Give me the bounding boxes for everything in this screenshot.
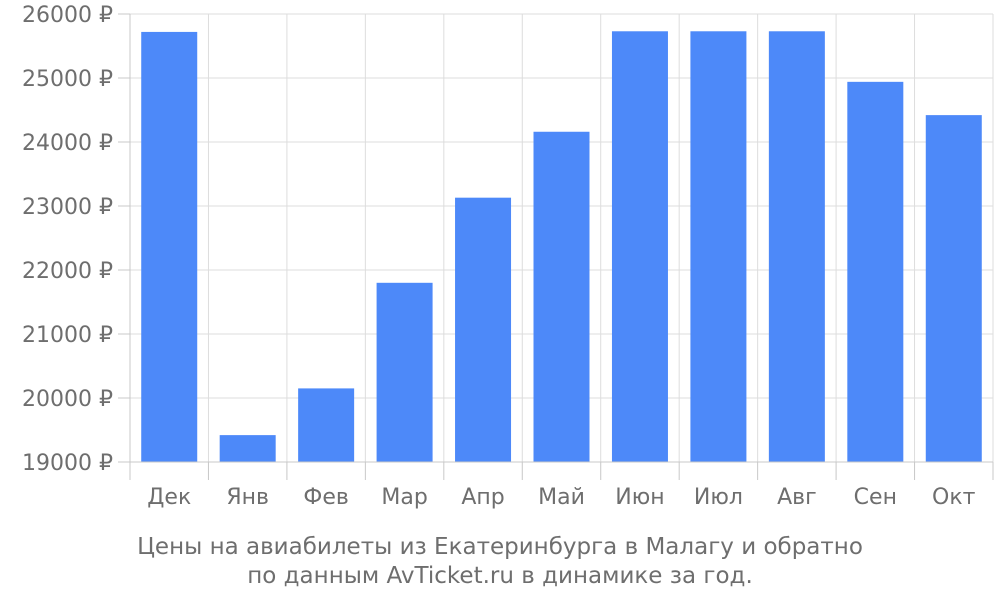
x-tick-label: Май [538, 485, 585, 510]
chart-caption-line-2: по данным AvTicket.ru в динамике за год. [247, 563, 753, 589]
y-tick-label: 21000 ₽ [22, 323, 113, 348]
x-tick-label: Фев [303, 485, 348, 510]
bar-Сен [847, 81, 904, 462]
bar-Окт [925, 115, 982, 463]
bar-Авг [768, 31, 825, 463]
y-tick-label: 23000 ₽ [22, 195, 113, 220]
bar-Июл [690, 31, 747, 463]
bar-Фев [298, 388, 355, 462]
y-tick-label: 24000 ₽ [22, 131, 113, 156]
x-tick-labels: Дек Янв Фев Мар Апр Май Июн Июл Авг Сен Окт [147, 485, 975, 510]
bar-Дек [141, 31, 198, 462]
y-tick-label: 26000 ₽ [22, 3, 113, 28]
y-tick-label: 25000 ₽ [22, 67, 113, 92]
axes [118, 13, 994, 480]
x-tick-label: Сен [854, 485, 897, 510]
x-tick-label: Июл [694, 485, 743, 510]
bar-Мар [376, 282, 433, 462]
x-tick-label: Мар [381, 485, 427, 510]
x-tick-label: Дек [147, 485, 191, 510]
bar-Янв [219, 435, 276, 462]
y-tick-label: 20000 ₽ [22, 387, 113, 412]
x-tick-label: Янв [226, 485, 269, 510]
chart-caption-line-1: Цены на авиабилеты из Екатеринбурга в Ма… [137, 534, 863, 560]
bar-Апр [455, 197, 512, 462]
y-tick-label: 19000 ₽ [22, 451, 113, 476]
x-tick-label: Авг [777, 485, 817, 510]
x-tick-label: Окт [932, 485, 976, 510]
bar-Май [533, 131, 590, 462]
y-tick-labels: 19000 ₽ 20000 ₽ 21000 ₽ 22000 ₽ 23000 ₽ 24000… [22, 3, 113, 476]
x-tick-label: Июн [615, 485, 664, 510]
x-tick-label: Апр [461, 485, 504, 510]
bar-Июн [611, 31, 668, 463]
y-tick-label: 22000 ₽ [22, 259, 113, 284]
bars [141, 31, 982, 463]
